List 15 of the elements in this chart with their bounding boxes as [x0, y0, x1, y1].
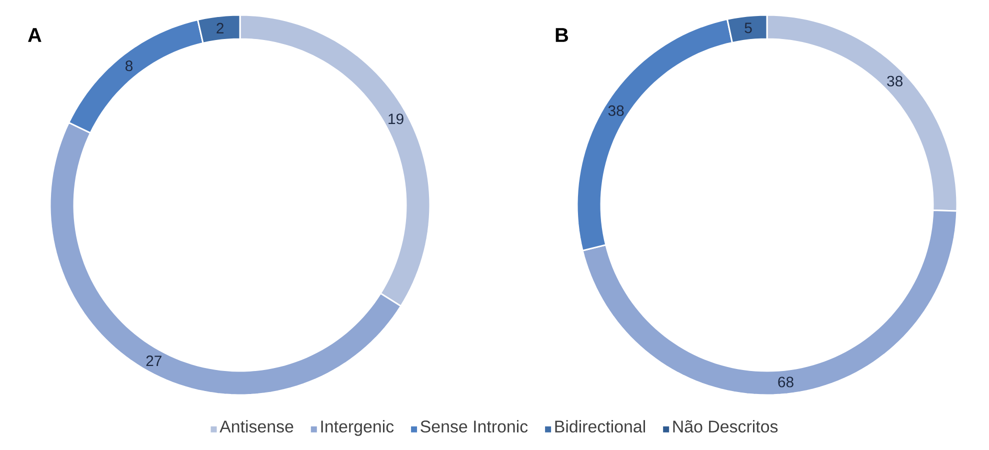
- legend-label: Sense Intronic: [420, 420, 528, 433]
- data-label: 38: [887, 76, 903, 86]
- legend-label: Intergenic: [321, 420, 394, 436]
- data-label: 2: [216, 22, 224, 34]
- data-label: 27: [146, 356, 162, 366]
- data-label: 19: [388, 114, 404, 124]
- data-label: 38: [608, 105, 624, 116]
- chart-title: B: [556, 28, 568, 42]
- data-label: 68: [778, 376, 794, 388]
- legend-label: Bidirectional: [555, 420, 645, 433]
- chart-title: A: [28, 28, 42, 42]
- legend-label: Não Descritos: [673, 420, 778, 433]
- data-label: 8: [126, 60, 133, 72]
- data-label: 5: [744, 22, 752, 34]
- legend-label: Antisense: [220, 420, 294, 433]
